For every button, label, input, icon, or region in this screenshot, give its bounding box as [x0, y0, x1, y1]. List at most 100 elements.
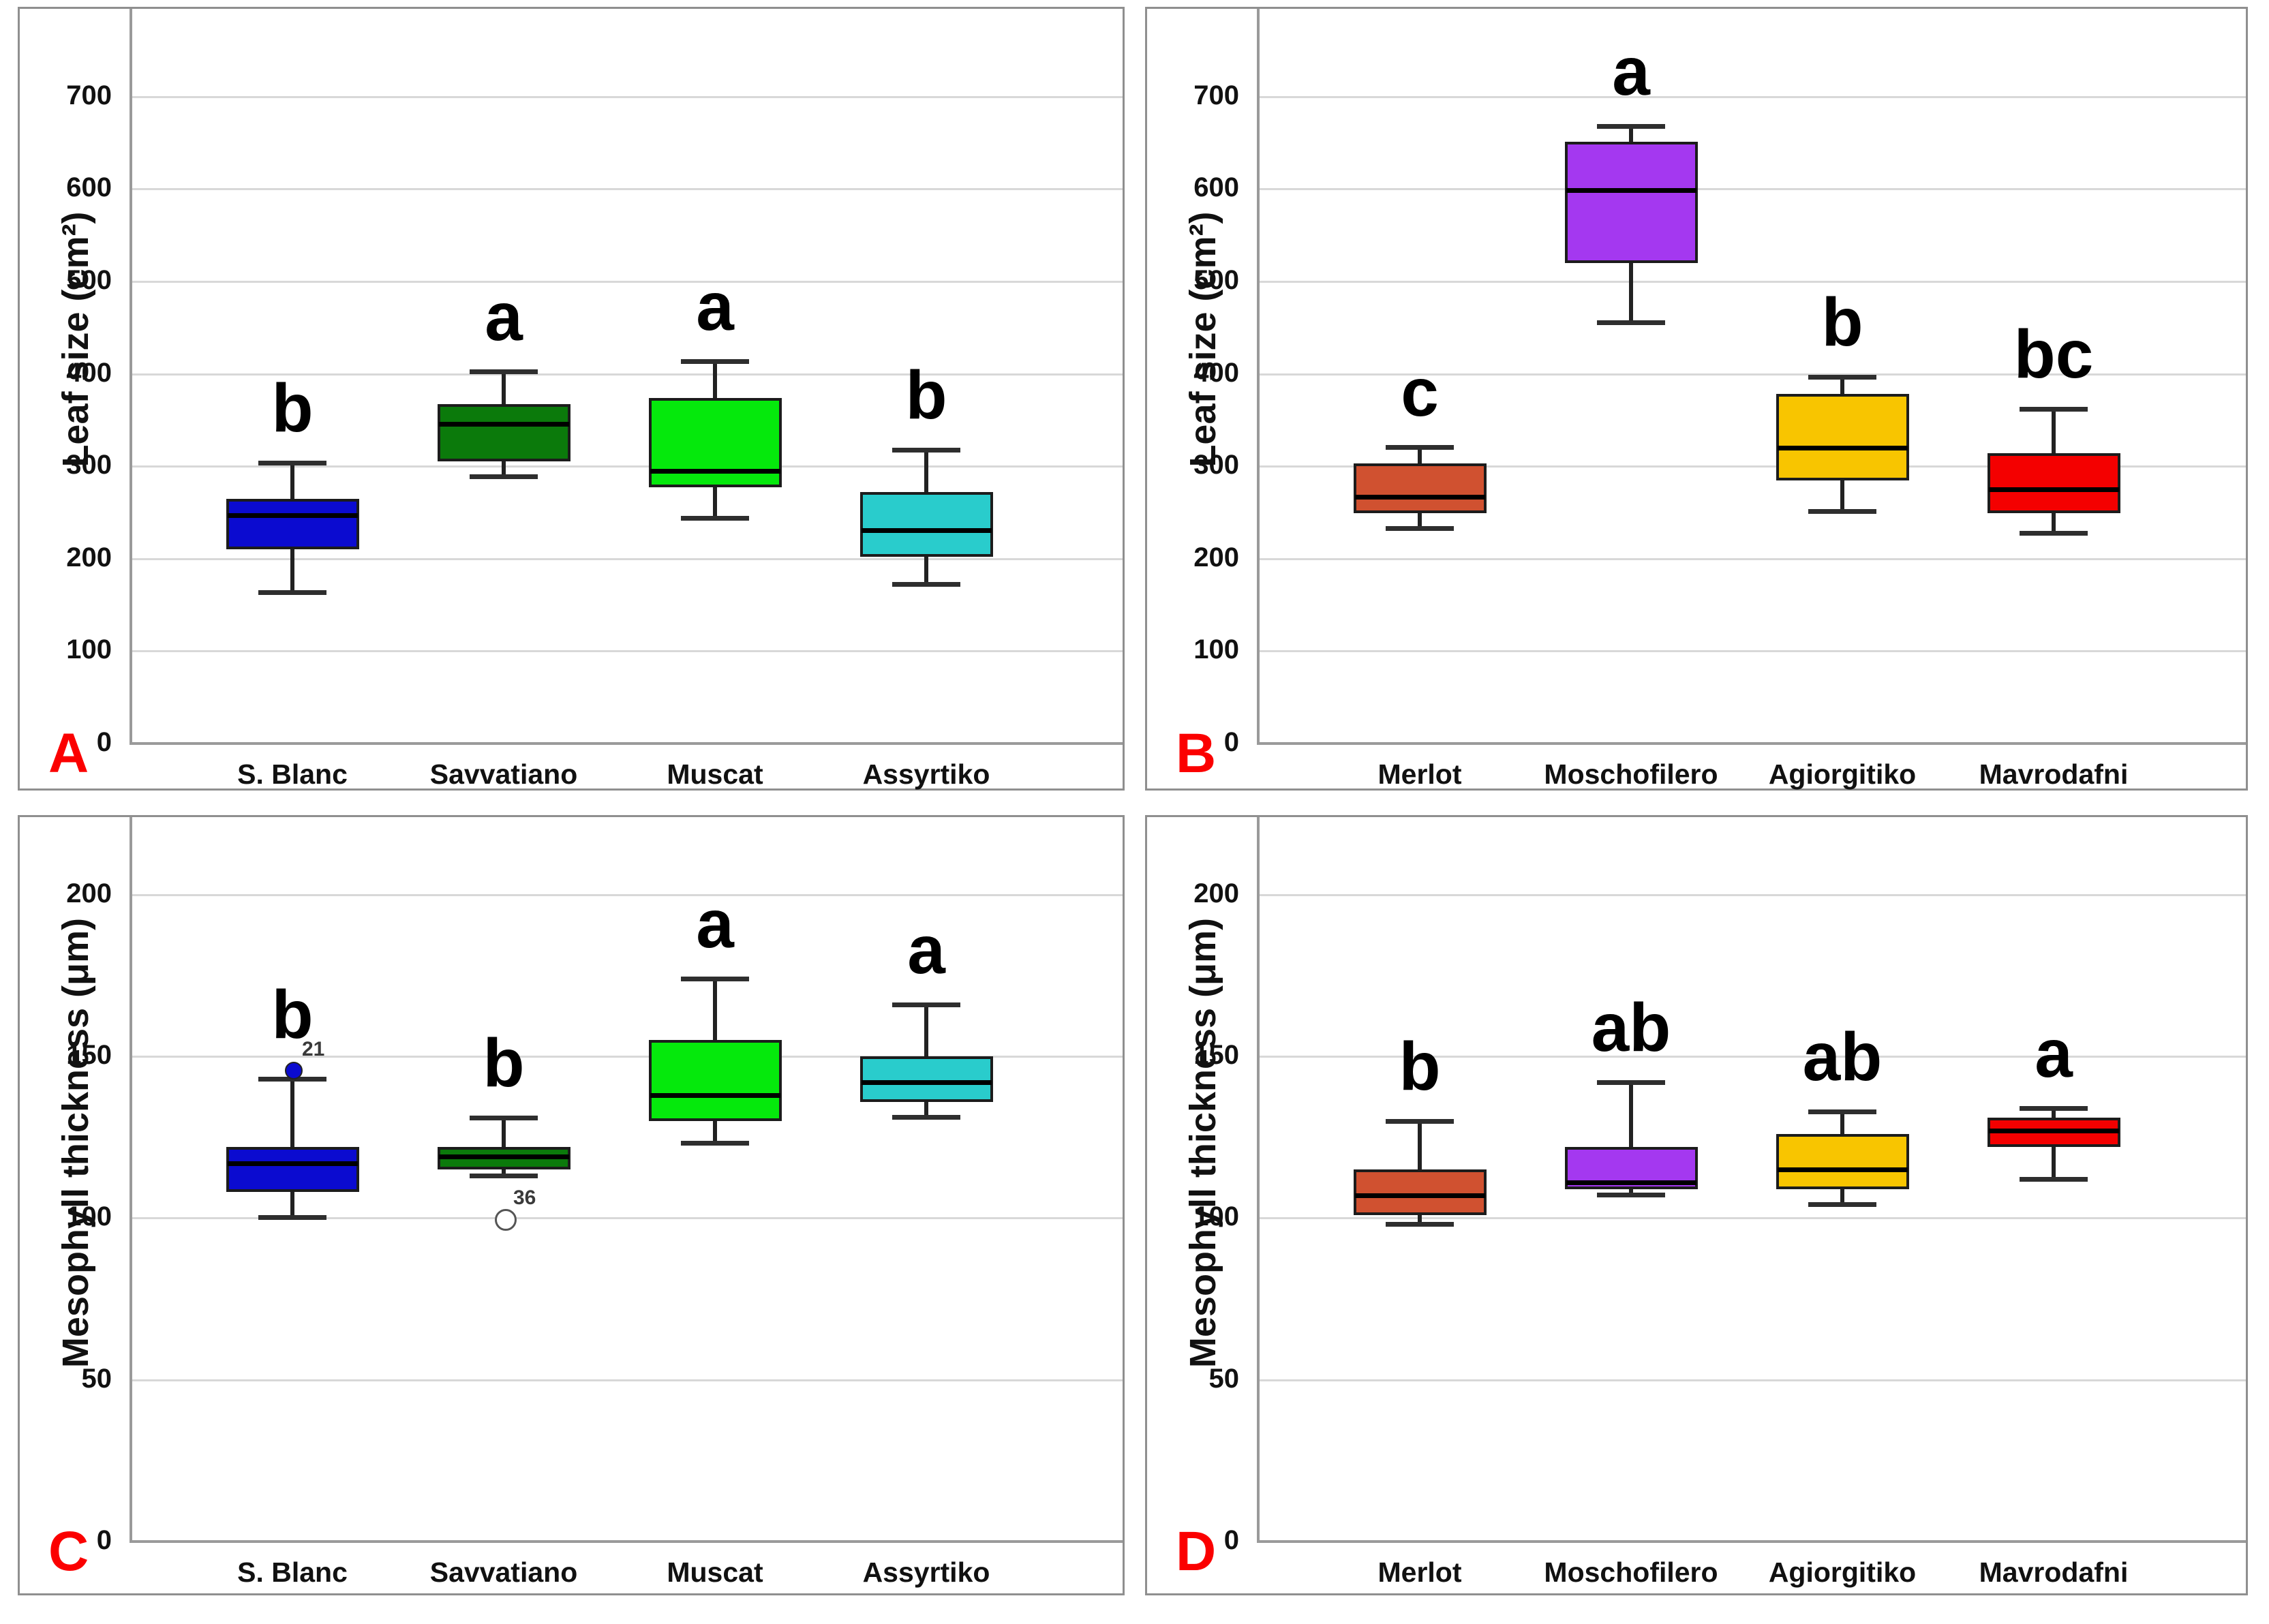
whisker-cap-low [1386, 1221, 1454, 1227]
whisker-cap-high [681, 977, 749, 982]
whisker-cap-high [470, 1116, 538, 1121]
box [1987, 453, 2120, 514]
y-tick-label: 0 [96, 1525, 112, 1555]
box [226, 1147, 359, 1193]
outlier-open-circle [495, 1209, 517, 1231]
significance-letter: a [907, 912, 945, 989]
whisker-cap-high [258, 460, 326, 465]
significance-letter: c [1401, 354, 1439, 431]
y-gridline [132, 650, 1123, 653]
median-line [1566, 187, 1696, 193]
y-tick-label: 500 [1193, 265, 1239, 295]
y-gridline [1260, 95, 2246, 98]
y-tick-label: 300 [1193, 450, 1239, 480]
significance-letter: b [1821, 284, 1863, 361]
y-axis-line [130, 9, 132, 745]
y-tick-label: 100 [66, 634, 112, 665]
y-axis-title: Leaf size (cm²) [1183, 211, 1223, 468]
y-tick-label: 0 [1223, 727, 1239, 757]
y-gridline [1260, 465, 2246, 468]
significance-letter: b [271, 977, 314, 1054]
whisker-cap-high [892, 447, 960, 453]
whisker-cap-high [470, 369, 538, 374]
y-axis-line [1257, 817, 1260, 1543]
whisker-cap-low [892, 1115, 960, 1120]
y-tick-label: 400 [1193, 357, 1239, 388]
median-line [1988, 487, 2119, 493]
median-line [1988, 1129, 2119, 1134]
y-tick-label: 600 [1193, 172, 1239, 203]
x-category-label: Savvatiano [429, 1557, 578, 1588]
whisker-cap-low [470, 1173, 538, 1178]
median-line [1354, 494, 1485, 500]
y-tick-label: 600 [66, 172, 112, 203]
whisker-cap-low [1808, 508, 1876, 514]
whisker-cap-low [258, 1215, 326, 1221]
median-line [1777, 446, 1908, 451]
x-axis-line [130, 742, 1123, 745]
median-line [650, 468, 780, 474]
x-category-label: Merlot [1377, 1557, 1462, 1588]
median-line [650, 1093, 780, 1099]
median-line [861, 527, 992, 533]
box [1564, 142, 1698, 263]
whisker-cap-low [1597, 1193, 1665, 1198]
significance-letter: ab [1591, 990, 1671, 1067]
x-category-label: S. Blanc [237, 759, 348, 790]
y-gridline [1260, 650, 2246, 653]
significance-letter: a [696, 268, 734, 345]
x-category-label: Savvatiano [429, 759, 578, 790]
outlier-label: 36 [513, 1186, 536, 1210]
y-gridline [132, 281, 1123, 283]
whisker-cap-low [2020, 1176, 2088, 1182]
whisker-cap-low [1808, 1202, 1876, 1208]
y-axis-title: Mesophyll thickness (μm) [1183, 918, 1223, 1368]
whisker-cap-high [2020, 407, 2088, 412]
y-gridline [1260, 1056, 2246, 1058]
median-line [861, 1080, 992, 1086]
y-gridline [1260, 1379, 2246, 1381]
panel-corner-label: C [48, 1520, 89, 1582]
x-category-label: Muscat [667, 759, 763, 790]
y-gridline [1260, 557, 2246, 560]
whisker-cap-high [1597, 124, 1665, 129]
y-axis-title: Leaf size (cm²) [55, 211, 96, 468]
y-axis-line [130, 817, 132, 1543]
panel-corner-label: D [1176, 1520, 1217, 1582]
y-gridline [1260, 373, 2246, 376]
x-axis-line [130, 1540, 1123, 1543]
box [226, 498, 359, 550]
median-line [438, 421, 569, 427]
median-line [227, 513, 358, 519]
y-tick-label: 300 [66, 450, 112, 480]
y-gridline [132, 1217, 1123, 1220]
whisker-cap-low [2020, 531, 2088, 536]
y-tick-label: 100 [66, 1201, 112, 1232]
y-tick-label: 0 [96, 727, 112, 757]
y-gridline [132, 557, 1123, 560]
median-line [1777, 1167, 1908, 1173]
significance-letter: b [483, 1025, 525, 1102]
outlier-dot [285, 1062, 303, 1080]
y-tick-label: 0 [1223, 1525, 1239, 1555]
x-category-label: Merlot [1377, 759, 1462, 790]
whisker-cap-high [681, 358, 749, 364]
x-category-label: Assyrtiko [862, 1557, 990, 1588]
whisker-cap-high [1597, 1080, 1665, 1086]
significance-letter: a [1612, 33, 1650, 110]
y-tick-label: 100 [1193, 634, 1239, 665]
y-tick-label: 200 [1193, 878, 1239, 908]
x-category-label: Moschofilero [1544, 1557, 1718, 1588]
box [859, 1056, 993, 1102]
box [1353, 463, 1487, 514]
y-tick-label: 50 [1208, 1363, 1240, 1394]
x-category-label: Mavrodafni [1979, 759, 2129, 790]
whisker-cap-low [1597, 320, 1665, 326]
y-tick-label: 200 [66, 878, 112, 908]
significance-letter: bc [2013, 316, 2094, 393]
whisker-cap-low [681, 516, 749, 521]
whisker-cap-high [1808, 374, 1876, 380]
